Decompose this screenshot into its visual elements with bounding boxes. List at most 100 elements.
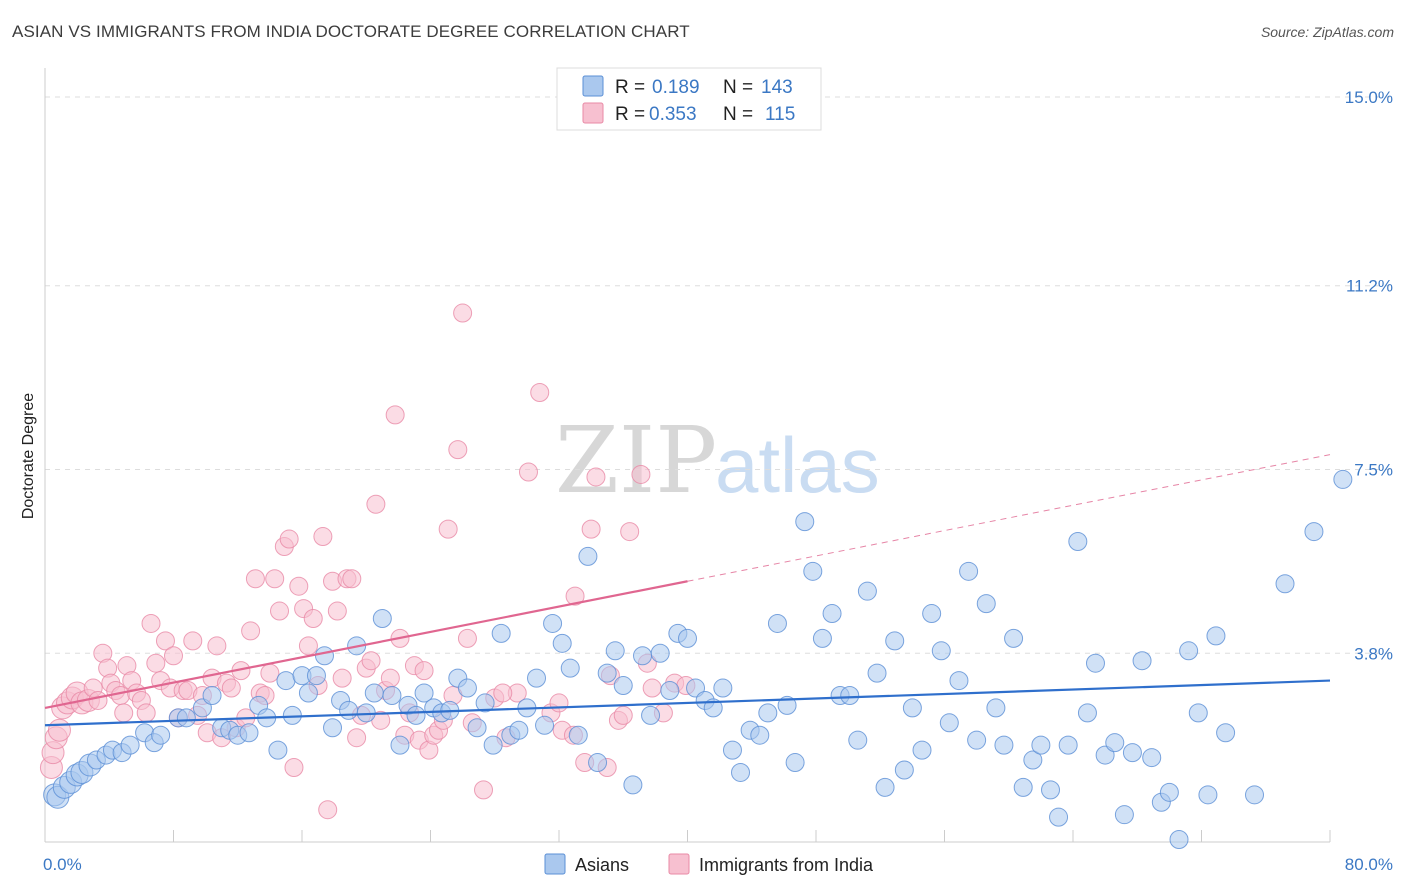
asian-point bbox=[767, 613, 787, 633]
legend-swatch-india bbox=[582, 102, 604, 124]
asian-point bbox=[1206, 626, 1226, 646]
asian-point bbox=[750, 725, 770, 745]
india-point bbox=[332, 668, 352, 688]
asian-point bbox=[483, 735, 503, 755]
asian-point bbox=[986, 698, 1006, 718]
legend-n-label: N = bbox=[723, 104, 753, 125]
india-point bbox=[549, 693, 569, 713]
asian-point bbox=[239, 723, 259, 743]
india-point bbox=[303, 609, 323, 628]
asian-point bbox=[1132, 651, 1152, 671]
asian-point bbox=[1058, 735, 1078, 755]
legend-swatch-asian bbox=[582, 75, 604, 97]
asian-point bbox=[1142, 748, 1162, 768]
asian-point bbox=[151, 725, 171, 745]
asian-point bbox=[875, 777, 895, 797]
asian-point bbox=[1188, 703, 1208, 723]
asian-point bbox=[931, 641, 951, 661]
asian-point bbox=[867, 663, 887, 683]
india-point bbox=[347, 728, 367, 748]
asian-point bbox=[1179, 641, 1199, 661]
asian-point bbox=[641, 705, 661, 725]
india-point bbox=[164, 646, 183, 666]
asian-point bbox=[650, 643, 670, 663]
x-tick-label: 80.0% bbox=[1345, 855, 1393, 874]
asian-point bbox=[1105, 733, 1125, 753]
asian-point bbox=[306, 666, 326, 686]
legend-r-value: 0.353 bbox=[649, 104, 697, 125]
asian-point bbox=[382, 685, 402, 705]
india-point bbox=[448, 440, 468, 460]
india-point bbox=[183, 631, 203, 651]
india-point bbox=[438, 519, 458, 539]
asian-point bbox=[1159, 782, 1179, 802]
india-point bbox=[518, 462, 538, 482]
asian-point bbox=[922, 604, 942, 624]
asian-point bbox=[1077, 703, 1097, 723]
y-tick-label: 11.2% bbox=[1346, 277, 1393, 296]
asian-point bbox=[560, 658, 580, 678]
asian-point bbox=[543, 613, 563, 633]
bottom-legend-asians: Asians bbox=[575, 855, 629, 875]
india-point bbox=[47, 718, 71, 742]
asian-point bbox=[777, 695, 797, 715]
asian-point bbox=[758, 703, 778, 723]
india-point bbox=[313, 527, 333, 547]
india-point bbox=[241, 621, 261, 641]
y-tick-label: 15.0% bbox=[1345, 88, 1393, 107]
asian-point bbox=[939, 713, 959, 733]
asian-point bbox=[1169, 830, 1189, 850]
india-point bbox=[581, 519, 601, 539]
asian-point bbox=[785, 753, 805, 773]
asian-point bbox=[467, 718, 487, 738]
asian-point bbox=[1198, 785, 1218, 805]
india-point bbox=[493, 683, 513, 703]
asian-point bbox=[660, 681, 680, 701]
y-tick-label: 3.8% bbox=[1354, 644, 1393, 663]
asian-point bbox=[613, 676, 633, 696]
india-point bbox=[260, 663, 280, 683]
india-point bbox=[114, 703, 134, 723]
asian-point bbox=[491, 623, 511, 643]
tick-labels: 3.8% 7.5% 11.2% 15.0% 0.0% 80.0% bbox=[43, 88, 1393, 874]
asian-point bbox=[949, 671, 969, 691]
india-point bbox=[265, 569, 285, 589]
asian-point bbox=[959, 561, 979, 581]
asian-point bbox=[1275, 574, 1295, 594]
asian-point bbox=[457, 678, 477, 698]
asian-point bbox=[731, 762, 751, 782]
asian-point bbox=[597, 663, 617, 683]
y-tick-label: 7.5% bbox=[1354, 461, 1393, 480]
india-point bbox=[586, 467, 606, 487]
trend-lines bbox=[44, 454, 1331, 727]
legend-r-label: R = bbox=[615, 104, 645, 125]
asian-point bbox=[202, 685, 222, 705]
asian-point bbox=[364, 683, 384, 703]
asian-point bbox=[1041, 780, 1061, 800]
india-point bbox=[414, 661, 434, 681]
asian-point bbox=[812, 628, 832, 648]
asian-point bbox=[578, 546, 598, 566]
axes bbox=[44, 68, 1331, 843]
source-note: Source: ZipAtlas.com bbox=[1260, 24, 1394, 40]
bottom-legend-india: Immigrants from India bbox=[699, 855, 874, 875]
india-point bbox=[474, 780, 494, 800]
asian-point bbox=[1114, 805, 1134, 825]
asian-point bbox=[1068, 532, 1088, 552]
india-point bbox=[620, 522, 640, 542]
india-point bbox=[530, 383, 550, 403]
india-trend-line bbox=[44, 580, 688, 709]
india-point bbox=[289, 576, 309, 596]
asian-point bbox=[339, 700, 359, 720]
india-point bbox=[565, 586, 585, 606]
asian-point bbox=[1004, 628, 1024, 648]
asian-point bbox=[552, 633, 572, 653]
india-point bbox=[613, 705, 633, 725]
asian-point bbox=[912, 740, 932, 760]
asian-point bbox=[509, 720, 529, 740]
asian-point bbox=[840, 685, 860, 705]
asian-point bbox=[857, 581, 877, 601]
grid-lines bbox=[45, 96, 1392, 654]
india-point bbox=[245, 569, 265, 589]
